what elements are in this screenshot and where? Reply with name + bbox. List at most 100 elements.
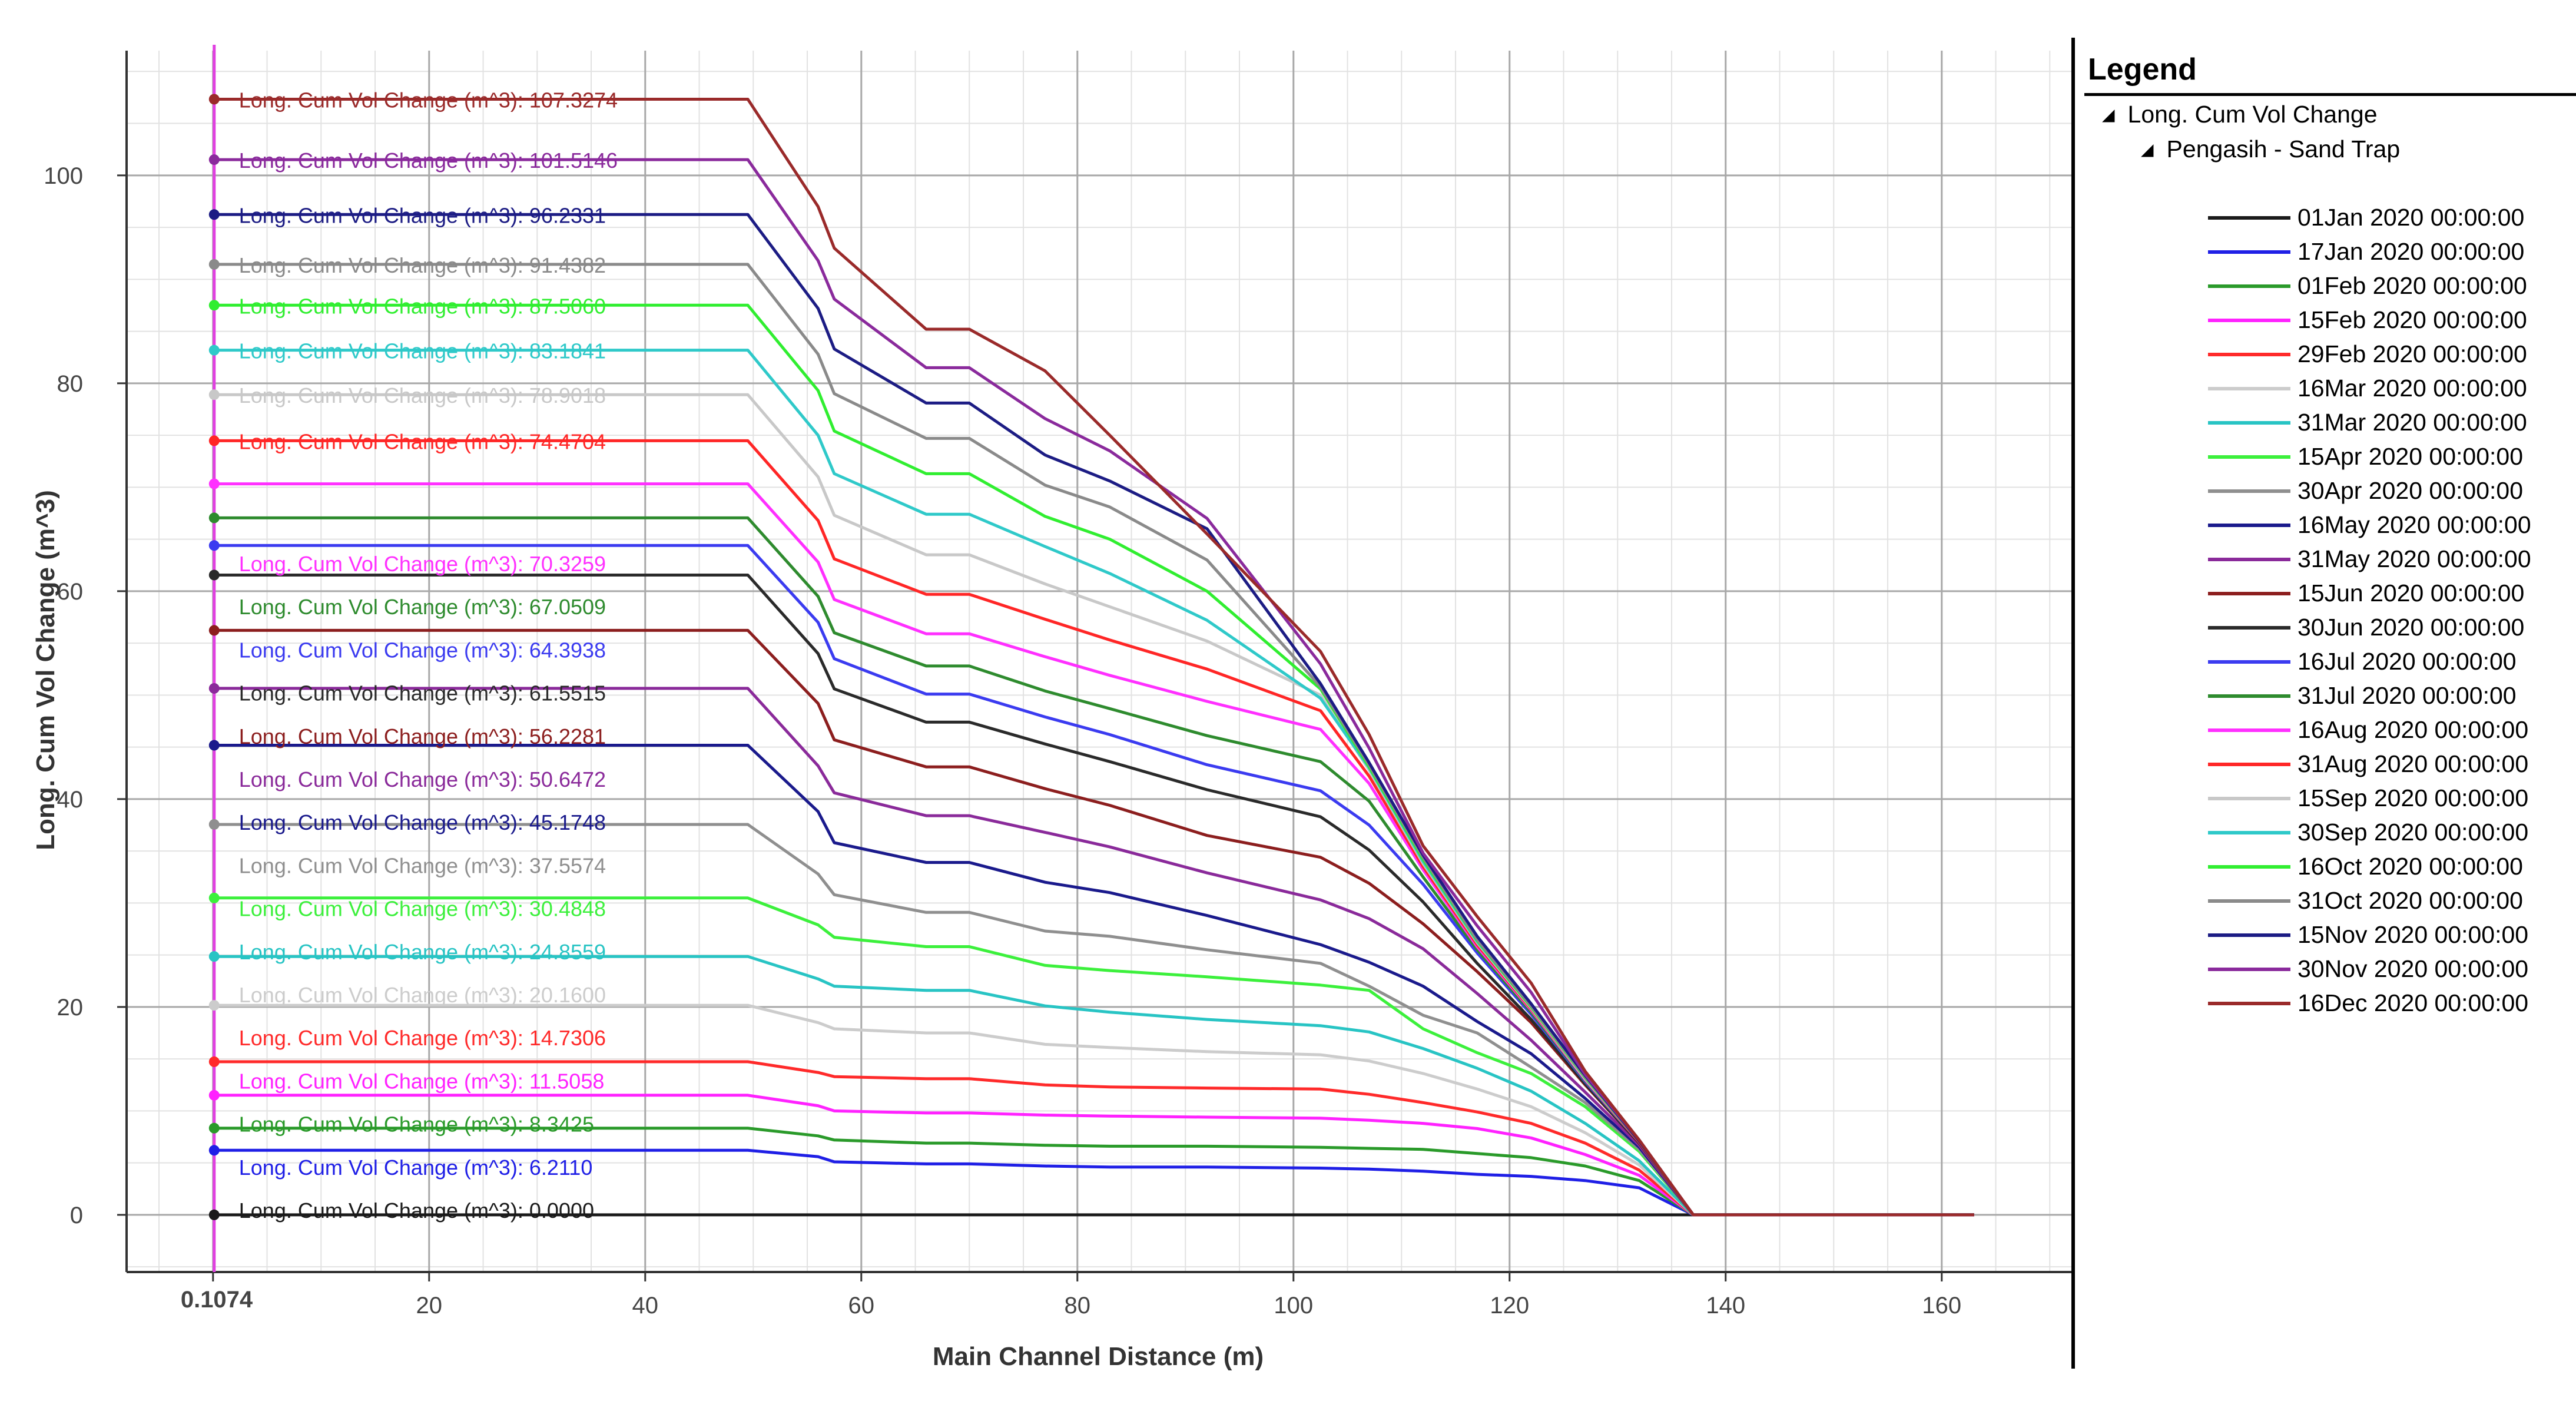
legend-label: 15Sep 2020 00:00:00 <box>2297 784 2529 812</box>
cursor-marker <box>208 569 220 581</box>
cursor-marker <box>208 435 220 446</box>
cursor-x-readout: 0.1074 <box>181 1287 253 1313</box>
legend-label: 30Jun 2020 00:00:00 <box>2297 614 2525 641</box>
legend-label: 30Sep 2020 00:00:00 <box>2297 819 2529 846</box>
axes: 20 40 60 80 100 120 140 160 0 20 40 60 80 100 <box>44 51 2071 1319</box>
cursor-marker <box>208 512 220 524</box>
y-tick-label: 60 <box>57 579 84 605</box>
y-tick-label: 100 <box>44 163 83 189</box>
legend-swatch <box>2208 524 2290 527</box>
legend-panel: Legend ◢ Long. Cum Vol Change ◢ Pengasih -… <box>2071 38 2576 1369</box>
legend-swatch <box>2208 489 2290 493</box>
legend-entry[interactable]: 29Feb 2020 00:00:00 <box>2208 337 2561 371</box>
legend-entry[interactable]: 16Aug 2020 00:00:00 <box>2208 713 2561 747</box>
legend-entry[interactable]: 31May 2020 00:00:00 <box>2208 542 2561 576</box>
x-tick-label: 100 <box>1274 1293 1313 1319</box>
legend-swatch <box>2208 1002 2290 1005</box>
series-line <box>213 823 1974 1217</box>
series-line <box>213 1127 1974 1217</box>
legend-entry[interactable]: 16Oct 2020 00:00:00 <box>2208 849 2561 883</box>
legend-group-row[interactable]: ◢ Long. Cum Vol Change <box>2102 101 2378 128</box>
cursor-marker <box>208 1145 220 1156</box>
legend-entry[interactable]: 15Feb 2020 00:00:00 <box>2208 303 2561 337</box>
legend-swatch <box>2208 797 2290 800</box>
cursor-marker <box>208 892 220 903</box>
data-label: Long. Cum Vol Change (m^3): 11.5058 <box>239 1069 605 1093</box>
legend-entry[interactable]: 31Jul 2020 00:00:00 <box>2208 678 2561 713</box>
data-label: Long. Cum Vol Change (m^3): 101.5146 <box>239 148 618 173</box>
legend-label: 15Feb 2020 00:00:00 <box>2297 306 2527 333</box>
data-label: Long. Cum Vol Change (m^3): 50.6472 <box>239 767 606 791</box>
legend-entry[interactable]: 01Jan 2020 00:00:00 <box>2208 200 2561 234</box>
collapse-triangle-icon[interactable]: ◢ <box>2102 105 2115 124</box>
legend-entry[interactable]: 30Jun 2020 00:00:00 <box>2208 610 2561 644</box>
legend-divider <box>2084 93 2576 96</box>
legend-label: 31Aug 2020 00:00:00 <box>2297 750 2529 777</box>
legend-swatch <box>2208 319 2290 322</box>
legend-entry[interactable]: 01Feb 2020 00:00:00 <box>2208 269 2561 303</box>
x-tick-label: 140 <box>1706 1293 1745 1319</box>
cursor-marker <box>208 683 220 694</box>
legend-entry[interactable]: 15Jun 2020 00:00:00 <box>2208 576 2561 610</box>
legend-label: 31Jul 2020 00:00:00 <box>2297 682 2517 709</box>
plot-area <box>127 51 2071 1272</box>
y-tick-label: 0 <box>70 1203 83 1228</box>
legend-swatch <box>2208 831 2290 834</box>
cursor-marker <box>208 300 220 311</box>
legend-entry[interactable]: 31Oct 2020 00:00:00 <box>2208 883 2561 918</box>
legend-entry[interactable]: 15Sep 2020 00:00:00 <box>2208 781 2561 815</box>
collapse-triangle-icon[interactable]: ◢ <box>2141 140 2154 158</box>
cursor-marker <box>208 625 220 636</box>
legend-subgroup-label: Pengasih - Sand Trap <box>2166 135 2401 163</box>
legend-label: 29Feb 2020 00:00:00 <box>2297 340 2527 367</box>
legend-swatch <box>2208 592 2290 595</box>
data-label: Long. Cum Vol Change (m^3): 107.3274 <box>239 88 618 112</box>
legend-label: 31Oct 2020 00:00:00 <box>2297 887 2523 914</box>
legend-entry[interactable]: 30Apr 2020 00:00:00 <box>2208 473 2561 508</box>
data-label: Long. Cum Vol Change (m^3): 14.7306 <box>239 1026 606 1050</box>
data-label: Long. Cum Vol Change (m^3): 45.1748 <box>239 810 606 834</box>
data-label: Long. Cum Vol Change (m^3): 78.9018 <box>239 383 606 408</box>
x-tick-label: 60 <box>848 1293 875 1319</box>
cursor-marker <box>208 389 220 400</box>
data-label: Long. Cum Vol Change (m^3): 87.5060 <box>239 294 606 318</box>
legend-swatch <box>2208 558 2290 561</box>
legend-entry[interactable]: 31Mar 2020 00:00:00 <box>2208 405 2561 439</box>
data-label: Long. Cum Vol Change (m^3): 0.0000 <box>239 1198 594 1223</box>
data-label: Long. Cum Vol Change (m^3): 20.1600 <box>239 983 606 1007</box>
series-line <box>213 98 1974 1217</box>
data-label: Long. Cum Vol Change (m^3): 70.3259 <box>239 552 606 576</box>
legend-label: 16Aug 2020 00:00:00 <box>2297 716 2529 743</box>
legend-swatch <box>2208 763 2290 766</box>
legend-entry[interactable]: 16Dec 2020 00:00:00 <box>2208 986 2561 1020</box>
legend-label: 17Jan 2020 00:00:00 <box>2297 238 2525 265</box>
series-line <box>213 687 1974 1217</box>
series-line <box>213 1003 1974 1217</box>
data-label: Long. Cum Vol Change (m^3): 56.2281 <box>239 724 606 748</box>
legend-entry[interactable]: 30Nov 2020 00:00:00 <box>2208 952 2561 986</box>
x-tick-label: 160 <box>1922 1293 1961 1319</box>
y-tick-label: 80 <box>57 371 84 397</box>
cursor-marker <box>208 1056 220 1067</box>
cursor-marker <box>208 154 220 165</box>
data-label: Long. Cum Vol Change (m^3): 30.4848 <box>239 897 606 921</box>
legend-label: 16May 2020 00:00:00 <box>2297 511 2531 538</box>
legend-entry[interactable]: 16May 2020 00:00:00 <box>2208 508 2561 542</box>
data-label: Long. Cum Vol Change (m^3): 74.4704 <box>239 429 606 453</box>
legend-swatch <box>2208 626 2290 630</box>
y-tick-label: 40 <box>57 787 84 813</box>
legend-label: 01Feb 2020 00:00:00 <box>2297 272 2527 299</box>
legend-entry[interactable]: 30Sep 2020 00:00:00 <box>2208 815 2561 849</box>
legend-entry[interactable]: 31Aug 2020 00:00:00 <box>2208 747 2561 781</box>
legend-entry[interactable]: 15Nov 2020 00:00:00 <box>2208 918 2561 952</box>
legend-swatch <box>2208 728 2290 732</box>
legend-entry[interactable]: 16Jul 2020 00:00:00 <box>2208 644 2561 678</box>
legend-label: 16Mar 2020 00:00:00 <box>2297 375 2527 402</box>
legend-entry[interactable]: 15Apr 2020 00:00:00 <box>2208 439 2561 473</box>
legend-entry[interactable]: 17Jan 2020 00:00:00 <box>2208 234 2561 269</box>
legend-subgroup-row[interactable]: ◢ Pengasih - Sand Trap <box>2141 135 2400 163</box>
legend-label: 15Nov 2020 00:00:00 <box>2297 921 2529 948</box>
legend-swatch <box>2208 387 2290 390</box>
legend-entry[interactable]: 16Mar 2020 00:00:00 <box>2208 371 2561 405</box>
